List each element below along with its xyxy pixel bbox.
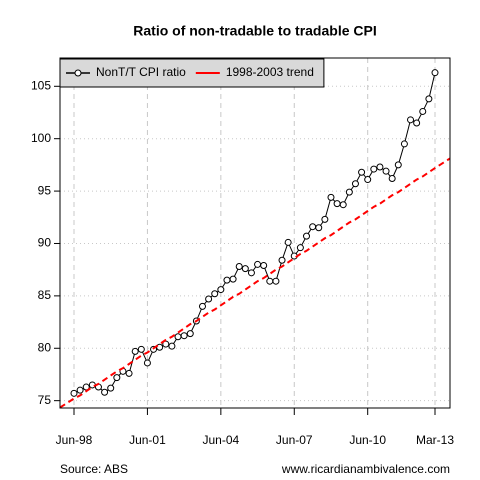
data-point bbox=[431, 69, 439, 77]
data-point bbox=[137, 345, 145, 353]
x-tick-label: Jun-07 bbox=[276, 433, 313, 447]
data-point bbox=[229, 275, 237, 283]
data-point bbox=[315, 224, 323, 232]
y-tick-label: 85 bbox=[38, 288, 52, 302]
x-tick-label: Jun-10 bbox=[349, 433, 386, 447]
data-point bbox=[394, 161, 402, 169]
data-point bbox=[174, 333, 182, 341]
data-point bbox=[223, 276, 231, 284]
data-point bbox=[278, 256, 286, 264]
data-point bbox=[388, 175, 396, 183]
y-tick-label: 75 bbox=[38, 393, 52, 407]
data-point bbox=[345, 188, 353, 196]
data-point bbox=[407, 116, 415, 124]
data-point bbox=[107, 384, 115, 392]
y-tick-label: 105 bbox=[31, 78, 51, 92]
data-point bbox=[339, 201, 347, 209]
legend-box bbox=[59, 58, 325, 88]
data-point bbox=[382, 167, 390, 175]
credit-note: www.ricardianambivalence.com bbox=[281, 462, 450, 476]
data-point bbox=[235, 263, 243, 271]
grid bbox=[60, 58, 450, 408]
data-point bbox=[272, 277, 280, 285]
source-note: Source: ABS bbox=[60, 462, 128, 476]
y-tick-label: 100 bbox=[31, 131, 51, 145]
data-point bbox=[247, 269, 255, 277]
data-point bbox=[333, 200, 341, 208]
plot-frame bbox=[59, 57, 451, 409]
y-tick-label: 95 bbox=[38, 183, 52, 197]
data-point bbox=[143, 359, 151, 367]
data-point bbox=[198, 302, 206, 310]
data-point bbox=[205, 295, 213, 303]
data-point bbox=[70, 389, 78, 397]
data-point bbox=[370, 165, 378, 173]
data-point bbox=[186, 330, 194, 338]
data-point bbox=[400, 140, 408, 148]
legend-label: 1998-2003 trend bbox=[226, 65, 314, 79]
y-tick-label: 90 bbox=[38, 236, 52, 250]
data-point bbox=[266, 277, 274, 285]
x-tick-label: Jun-01 bbox=[129, 433, 166, 447]
data-point bbox=[327, 193, 335, 201]
data-point bbox=[413, 119, 421, 127]
trend-line bbox=[60, 157, 450, 408]
data-point bbox=[364, 176, 372, 184]
data-point bbox=[425, 95, 433, 103]
axes: 75 80 85 90 95 100 105 Jun-98 Jun-01 Jun-04 Jun-07… bbox=[31, 57, 454, 447]
data-point bbox=[241, 265, 249, 273]
data-point bbox=[168, 342, 176, 350]
data-point bbox=[419, 107, 427, 115]
data-point bbox=[296, 244, 304, 252]
data-point bbox=[131, 347, 139, 355]
data-point bbox=[101, 388, 109, 396]
data-point bbox=[113, 374, 121, 382]
x-tick-label: Jun-98 bbox=[56, 433, 93, 447]
legend-marker bbox=[74, 69, 82, 77]
data-point bbox=[254, 260, 262, 268]
data-point bbox=[351, 180, 359, 188]
data-point bbox=[309, 223, 317, 231]
data-point bbox=[76, 386, 84, 394]
data-point bbox=[125, 369, 133, 377]
legend-label: NonT/T CPI ratio bbox=[96, 65, 186, 79]
data-point bbox=[260, 261, 268, 269]
data-point bbox=[211, 290, 219, 298]
legend: NonT/T CPI ratio 1998-2003 trend bbox=[59, 58, 325, 88]
y-tick-label: 80 bbox=[38, 340, 52, 354]
data-point bbox=[284, 238, 292, 246]
chart-title: Ratio of non-tradable to tradable CPI bbox=[133, 23, 376, 39]
data-point bbox=[217, 286, 225, 294]
data-point bbox=[180, 332, 188, 340]
data-point bbox=[358, 168, 366, 176]
data-point bbox=[321, 215, 329, 223]
data-point bbox=[303, 232, 311, 240]
data-point bbox=[376, 163, 384, 171]
x-tick-label: Jun-04 bbox=[202, 433, 239, 447]
plot-marks bbox=[60, 69, 450, 408]
x-tick-label: Mar-13 bbox=[416, 433, 454, 447]
